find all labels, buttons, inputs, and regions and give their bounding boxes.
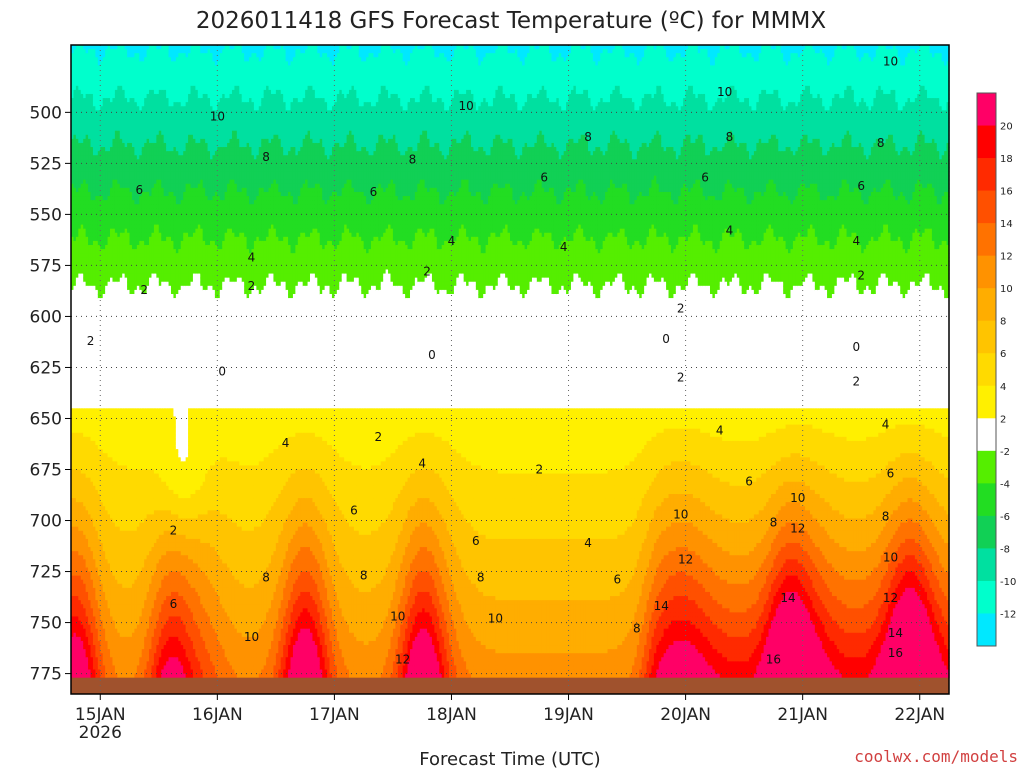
temperature-field [71,45,950,678]
chart-title: 2026011418 GFS Forecast Temperature (ºC)… [196,8,826,34]
temperature-cross-section-chart: 2026011418 GFS Forecast Temperature (ºC)… [0,0,1024,768]
